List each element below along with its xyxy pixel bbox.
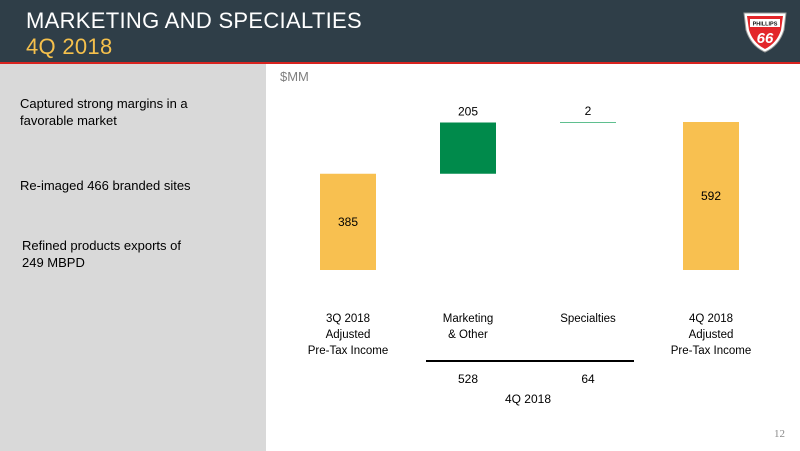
period-total-label: 4Q 2018 bbox=[505, 392, 551, 406]
header-bar: MARKETING AND SPECIALTIES 4Q 2018 PHILLI… bbox=[0, 0, 800, 62]
bar-2 bbox=[560, 122, 616, 123]
header-rule bbox=[0, 62, 800, 64]
page-subtitle: 4Q 2018 bbox=[26, 34, 113, 59]
bar-1 bbox=[440, 122, 496, 174]
category-label-3-line-0: 4Q 2018 bbox=[689, 313, 733, 325]
waterfall-chart: $MM 385 205 2 592 3Q 2018 Adjusted Pre-Tax Inco… bbox=[280, 69, 752, 406]
bar-0 bbox=[320, 173, 376, 270]
svg-text:PHILLIPS: PHILLIPS bbox=[753, 22, 778, 28]
category-label-0-line-2: Pre-Tax Income bbox=[308, 345, 389, 357]
bullet-exports: Refined products exports of 249 MBPD bbox=[22, 237, 181, 271]
category-label-0-line-0: 3Q 2018 bbox=[326, 313, 370, 325]
bullet-reimaged-sites: Re-imaged 466 branded sites bbox=[20, 177, 191, 194]
phillips-66-logo-icon: PHILLIPS 66 bbox=[743, 12, 787, 53]
category-label-0-line-1: Adjusted bbox=[326, 329, 371, 341]
page-number: 12 bbox=[774, 428, 785, 440]
sidebar-panel: Captured strong margins in a favorable m… bbox=[0, 64, 266, 451]
bar-3 bbox=[683, 122, 739, 270]
category-label-3-line-1: Adjusted bbox=[689, 329, 734, 341]
bullet-margins-line-2: favorable market bbox=[20, 113, 117, 128]
bar-value-label-2: 2 bbox=[585, 104, 592, 118]
bar-value-label-3: 592 bbox=[701, 189, 721, 203]
period-total-value-0: 528 bbox=[458, 372, 478, 386]
category-label-1-line-1: & Other bbox=[448, 329, 488, 341]
category-label-1-line-0: Marketing bbox=[443, 313, 494, 325]
bullet-margins-line-1: Captured strong margins in a bbox=[20, 96, 188, 111]
category-label-2-line-0: Specialties bbox=[560, 313, 616, 325]
bullet-margins: Captured strong margins in a favorable m… bbox=[20, 95, 188, 129]
bar-value-label-1: 205 bbox=[458, 105, 478, 119]
category-label-3-line-2: Pre-Tax Income bbox=[671, 345, 752, 357]
bullet-exports-line-2: 249 MBPD bbox=[22, 255, 85, 270]
page-title: MARKETING AND SPECIALTIES bbox=[26, 8, 362, 33]
bullet-reimaged-sites-line-1: Re-imaged 466 branded sites bbox=[20, 178, 191, 193]
y-axis-unit-label: $MM bbox=[280, 69, 309, 84]
bullet-exports-line-1: Refined products exports of bbox=[22, 238, 181, 253]
bar-value-label-0: 385 bbox=[338, 215, 358, 229]
period-total-value-1: 64 bbox=[581, 372, 595, 386]
svg-text:66: 66 bbox=[757, 30, 774, 47]
